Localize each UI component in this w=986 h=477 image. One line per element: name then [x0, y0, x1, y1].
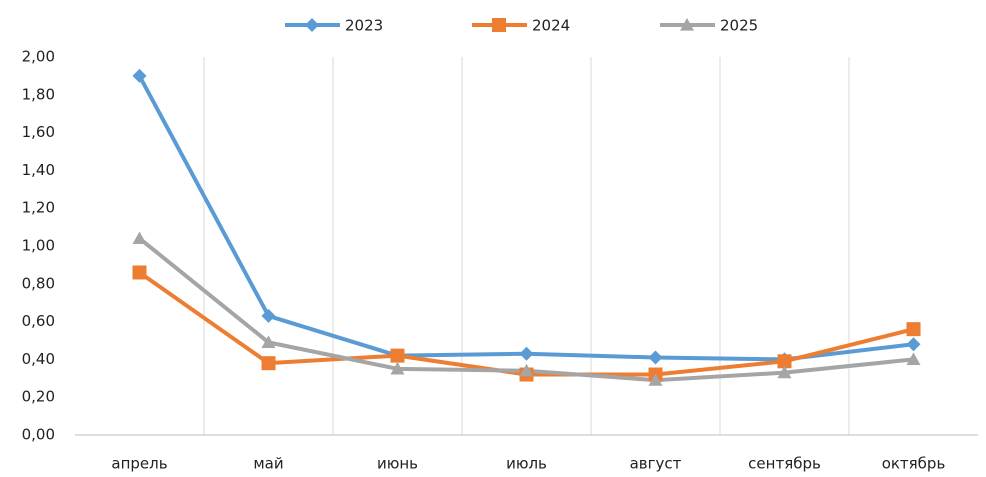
- point: [390, 348, 405, 363]
- point: [261, 335, 276, 348]
- legend-marker: [305, 18, 319, 32]
- x-tick-label: сентябрь: [748, 455, 821, 473]
- x-tick-label: октябрь: [882, 455, 946, 473]
- point: [519, 363, 534, 377]
- y-tick-label: 1,20: [22, 199, 55, 217]
- y-tick-label: 1,40: [22, 161, 55, 179]
- point: [261, 356, 276, 371]
- point: [777, 365, 792, 379]
- y-tick-label: 0,40: [22, 350, 55, 368]
- y-tick-label: 0,80: [22, 274, 55, 292]
- legend-label: 2023: [345, 17, 383, 35]
- x-tick-label: июнь: [377, 455, 418, 473]
- y-tick-label: 1,00: [22, 237, 55, 255]
- point: [132, 231, 147, 245]
- y-tick-label: 2,00: [22, 48, 55, 66]
- point: [906, 322, 921, 337]
- point: [906, 352, 921, 365]
- x-tick-label: август: [630, 455, 682, 473]
- y-tick-label: 0,00: [22, 426, 55, 444]
- x-tick-label: апрель: [111, 455, 167, 473]
- legend-label: 2024: [532, 17, 570, 35]
- point: [132, 265, 147, 280]
- legend-label: 2025: [720, 17, 758, 35]
- legend-marker: [680, 18, 694, 31]
- y-tick-label: 1,60: [22, 123, 55, 141]
- point: [390, 361, 405, 375]
- point: [261, 308, 276, 323]
- y-tick-label: 0,60: [22, 312, 55, 330]
- point: [777, 354, 792, 369]
- point: [906, 337, 921, 352]
- point: [648, 373, 663, 386]
- x-tick-label: июль: [506, 455, 547, 473]
- x-tick-label: май: [253, 455, 283, 473]
- point: [648, 350, 663, 365]
- series-line: [137, 74, 914, 362]
- legend-marker: [492, 18, 506, 32]
- y-tick-label: 0,20: [22, 388, 55, 406]
- point: [132, 68, 147, 83]
- y-tick-label: 1,80: [22, 85, 55, 103]
- point: [519, 346, 534, 361]
